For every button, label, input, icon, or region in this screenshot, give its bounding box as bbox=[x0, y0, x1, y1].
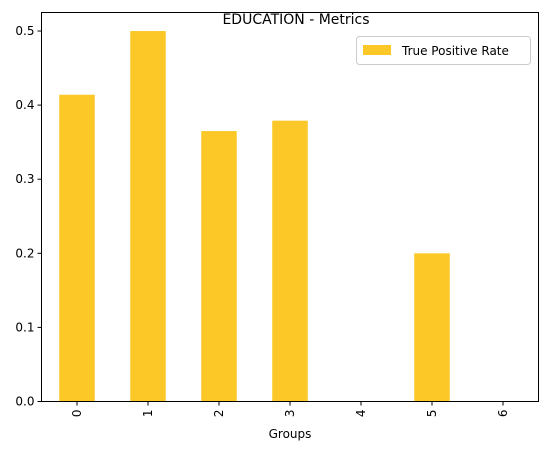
y-axis: 0.0 0.1 0.2 0.3 0.4 0.5 bbox=[15, 24, 42, 409]
legend: True Positive Rate bbox=[356, 36, 531, 65]
y-tick-label: 0.1 bbox=[15, 320, 34, 334]
bar-5 bbox=[414, 253, 450, 402]
y-tick-label: 0.2 bbox=[15, 246, 34, 260]
bar-2 bbox=[201, 131, 237, 402]
y-tick-label: 0.3 bbox=[15, 172, 34, 186]
y-tick-label: 0.0 bbox=[15, 395, 34, 409]
x-tick-label-5: 5 bbox=[425, 410, 439, 418]
x-tick-label-0: 0 bbox=[70, 410, 84, 418]
x-tick-label-6: 6 bbox=[496, 410, 510, 418]
bars-group bbox=[59, 31, 450, 402]
x-axis-label: Groups bbox=[269, 427, 312, 441]
x-axis: 0 1 2 3 4 5 6 bbox=[70, 401, 510, 418]
chart-title: EDUCATION - Metrics bbox=[222, 12, 369, 28]
bar-3 bbox=[272, 120, 308, 402]
bar-1 bbox=[130, 31, 166, 402]
legend-box bbox=[356, 36, 531, 65]
x-tick-label-1: 1 bbox=[141, 410, 155, 418]
legend-swatch bbox=[363, 45, 391, 55]
y-tick-label: 0.5 bbox=[15, 24, 34, 38]
legend-label: True Positive Rate bbox=[401, 44, 509, 58]
bar-0 bbox=[59, 94, 95, 402]
x-tick-label-2: 2 bbox=[212, 410, 226, 418]
y-tick-label: 0.4 bbox=[15, 98, 34, 112]
x-tick-label-4: 4 bbox=[354, 410, 368, 418]
x-tick-label-3: 3 bbox=[283, 410, 297, 418]
